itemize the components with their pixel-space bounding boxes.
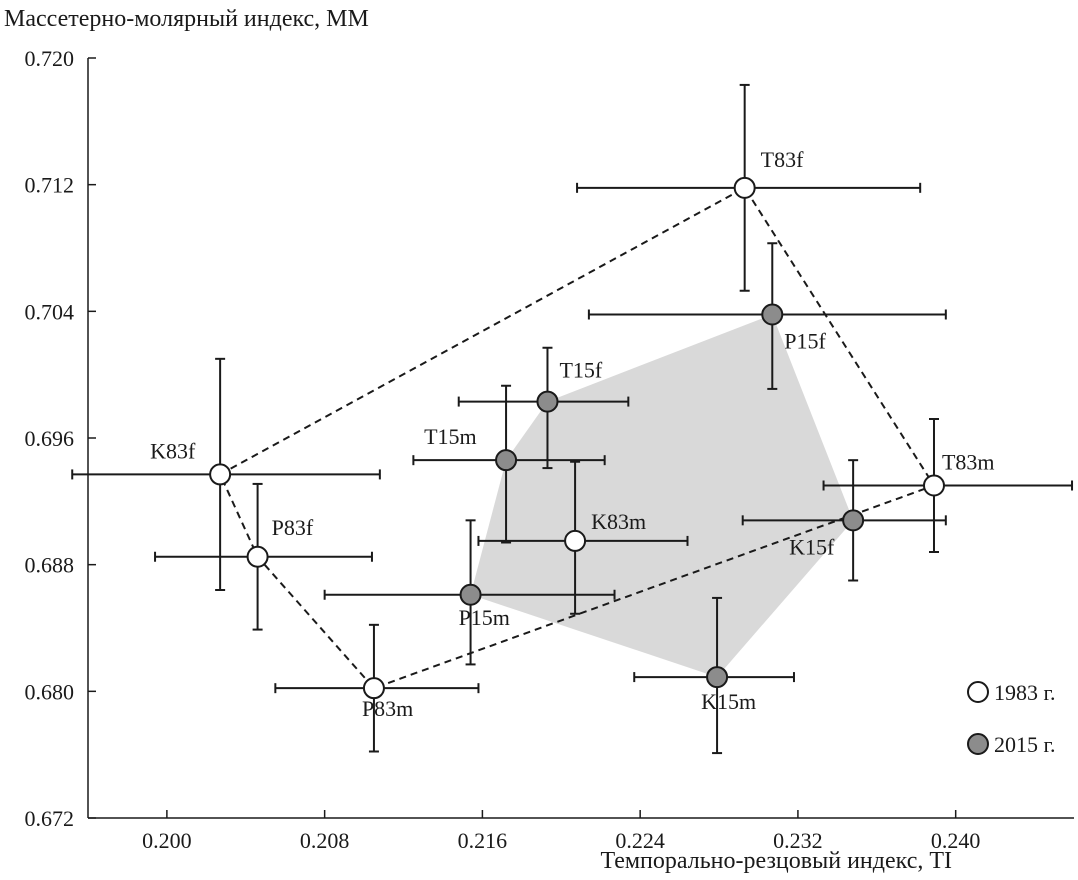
data-point-k83f [209,463,232,486]
point-label-t83f: T83f [761,147,804,172]
point-label-t83m: T83m [942,450,995,475]
legend-label-2015: 2015 г. [994,732,1056,757]
data-point-p83m [362,677,385,700]
legend-marker-1983 [967,681,989,703]
point-labels-layer: T83f K83f P83f P83m K83m T83m P15f T15f T15m P15m… [150,147,994,721]
data-point-p15f [761,303,784,326]
hull-2015-area [470,314,854,678]
data-point-t83f [733,176,756,199]
y-tick-label: 0.712 [25,173,75,198]
legend: 1983 г. 2015 г. [967,680,1056,757]
y-tick-label: 0.672 [25,806,75,831]
y-tick-label: 0.688 [25,553,75,578]
y-tick-label: 0.720 [25,46,75,71]
data-point-t83m [922,474,945,497]
point-label-p83m: P83m [362,696,413,721]
point-label-t15f: T15f [559,358,602,383]
x-tick-label: 0.240 [931,828,981,853]
axes-layer: 0.720 0.712 0.704 0.696 0.688 0.680 0.672 0.200… [25,46,1074,853]
x-tick-label: 0.208 [300,828,350,853]
data-point-k15f [842,509,865,532]
point-label-t15m: T15m [424,424,477,449]
point-label-k15f: K15f [789,534,835,559]
point-label-p83f: P83f [272,515,314,540]
point-label-k83f: K83f [150,438,196,463]
x-tick-label: 0.232 [773,828,823,853]
data-point-p15m [459,583,482,606]
hull-2015-layer [470,314,854,678]
y-tick-label: 0.704 [25,299,75,324]
data-point-k83m [564,529,587,552]
data-point-t15f [536,390,559,413]
point-label-p15m: P15m [459,605,510,630]
point-label-k15m: K15m [701,689,756,714]
data-point-p83f [246,545,269,568]
x-axis-title: Темпорально-резцовый индекс, TI [600,848,952,874]
point-label-p15f: P15f [784,329,826,354]
legend-marker-2015 [967,733,989,755]
x-tick-label: 0.200 [142,828,192,853]
data-point-t15m [495,449,518,472]
outline-1983 [219,186,936,690]
y-axis-title: Массетерно-молярный индекс, MM [4,6,369,32]
legend-label-1983: 1983 г. [994,680,1056,705]
x-tick-label: 0.224 [615,828,665,853]
points-layer [209,176,945,700]
outline-1983-layer [219,186,936,690]
x-tick-label: 0.216 [458,828,508,853]
y-tick-label: 0.696 [25,426,75,451]
point-label-k83m: K83m [591,509,646,534]
data-point-k15m [706,666,729,689]
y-tick-label: 0.680 [25,679,75,704]
